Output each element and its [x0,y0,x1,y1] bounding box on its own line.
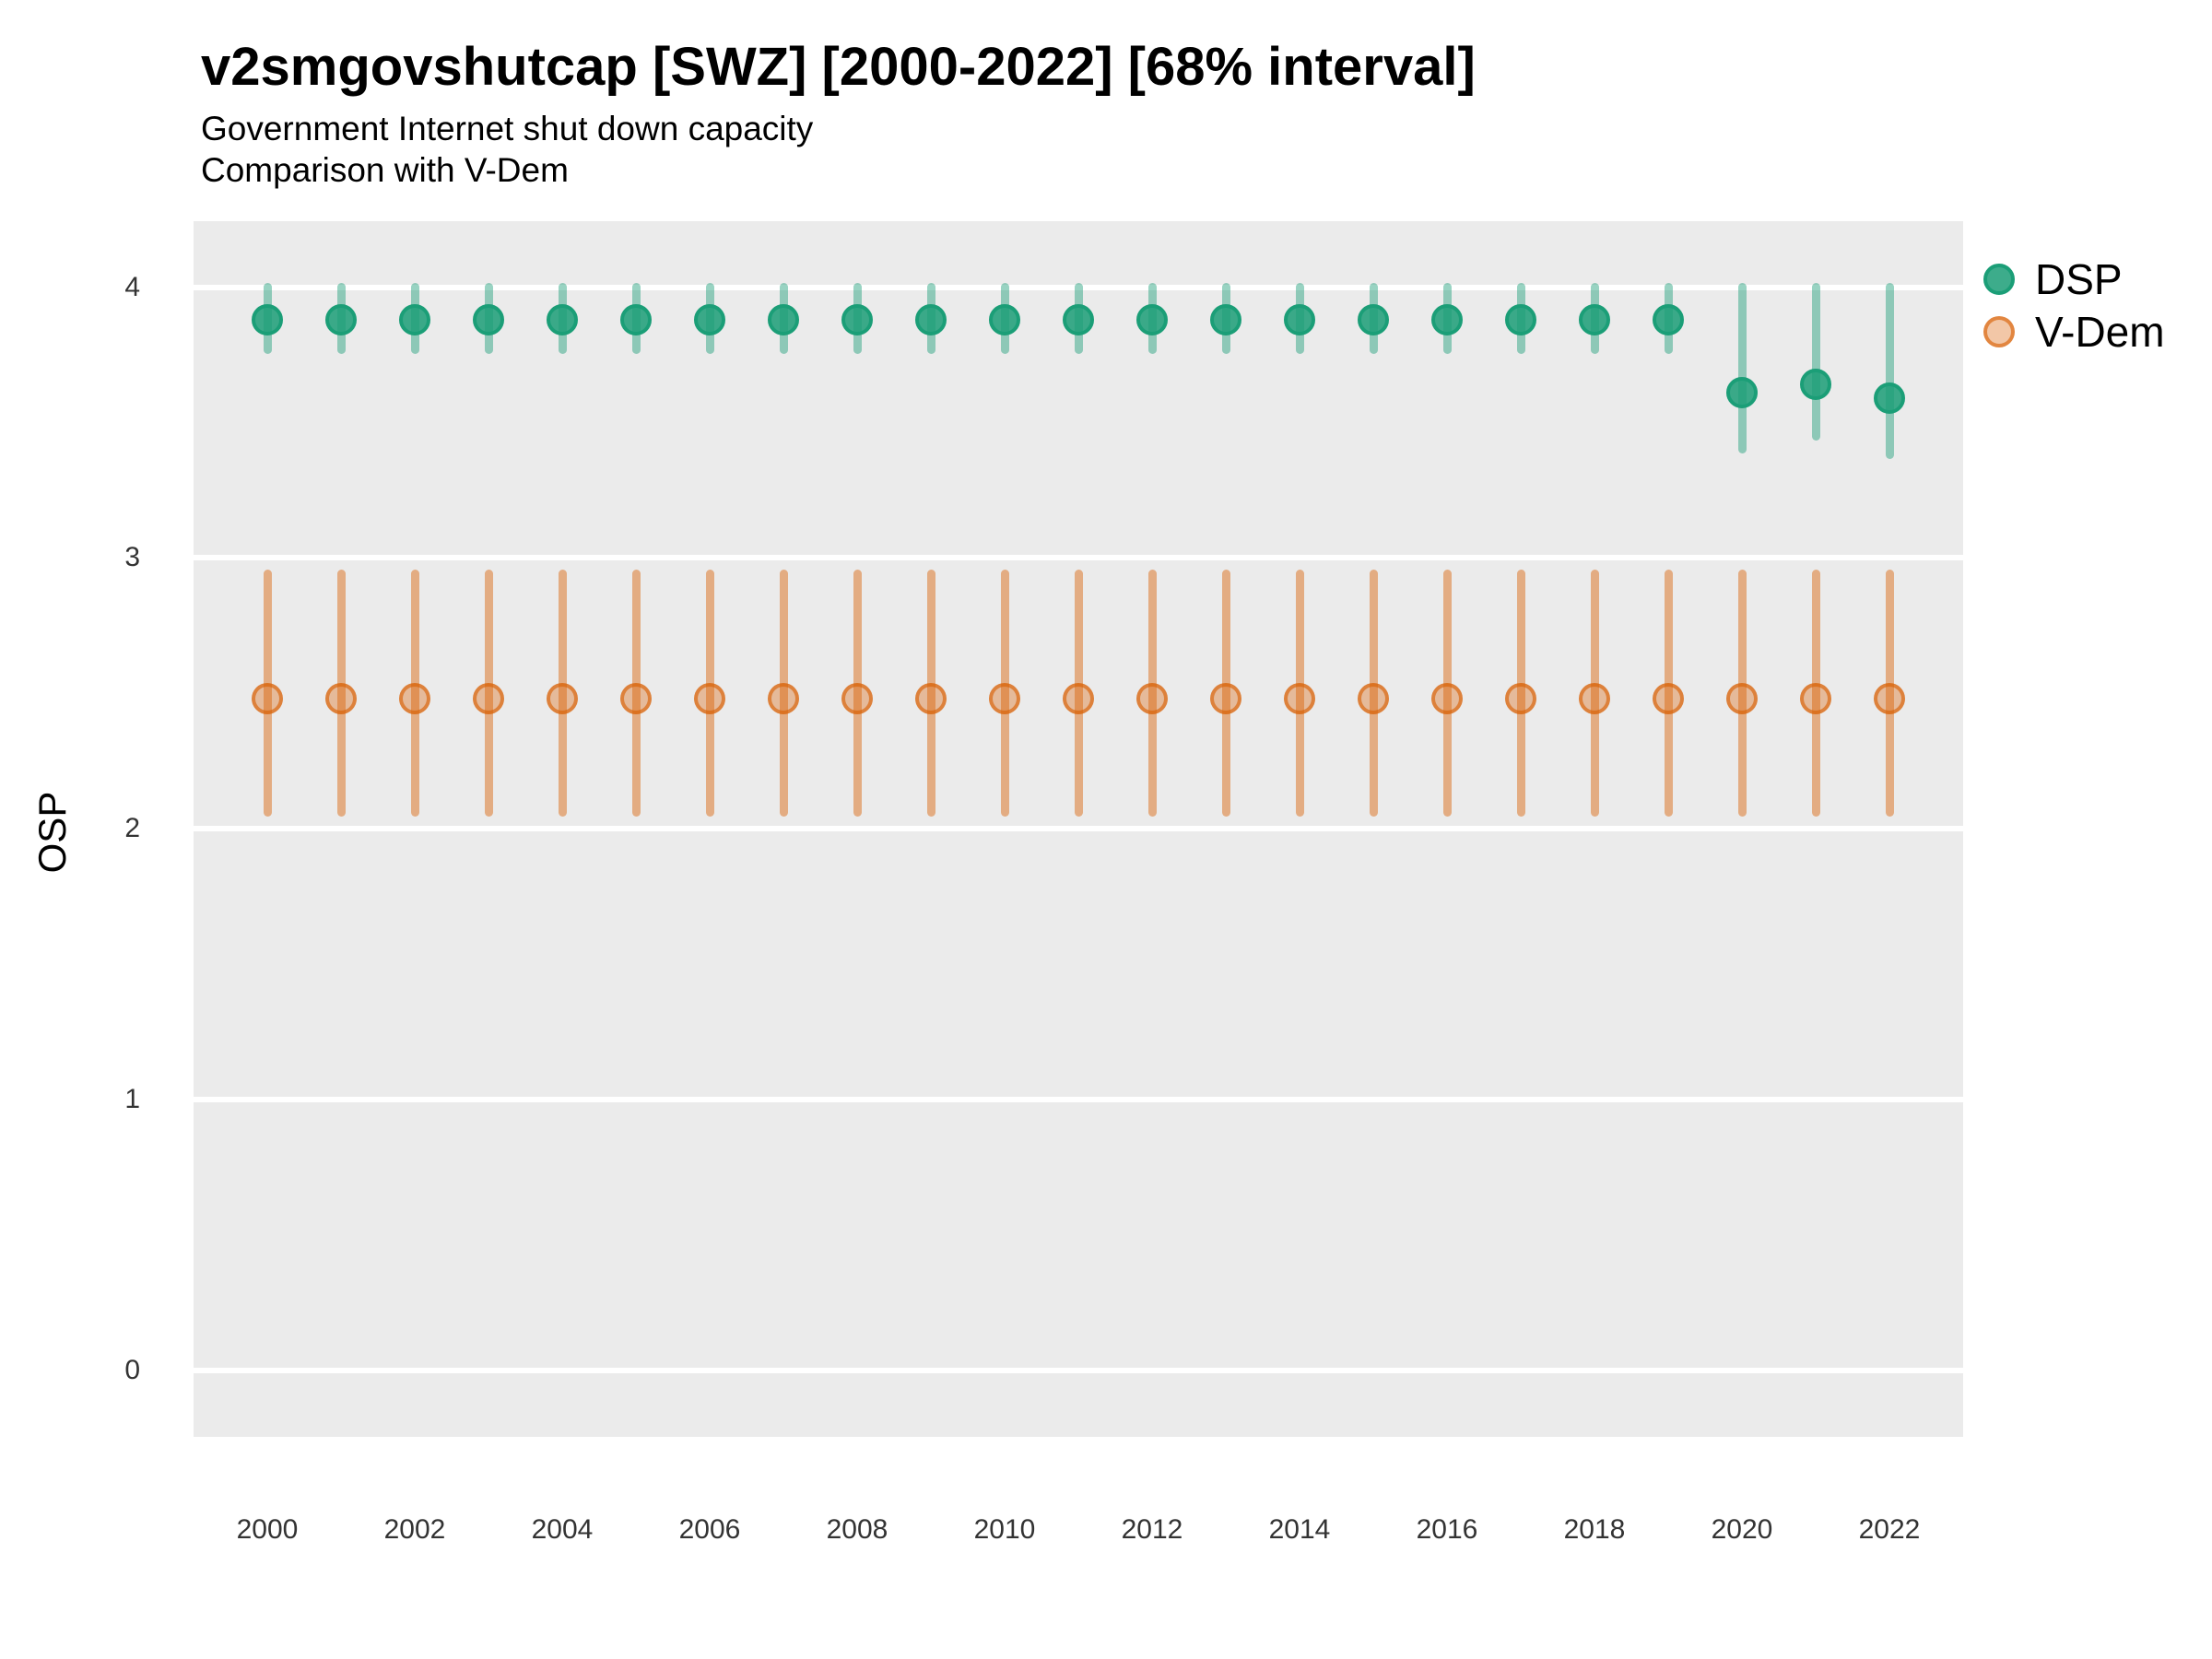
x-tick-label-2008: 2008 [826,1514,888,1545]
v-dem-point-2020 [1726,683,1758,714]
chart-subtitle-line2: Comparison with V-Dem [201,151,569,189]
plot-panel [194,221,1963,1437]
x-tick-label-2000: 2000 [236,1514,299,1545]
dsp-point-2004 [547,303,578,335]
v-dem-point-2001 [325,683,357,714]
dsp-point-2020 [1726,377,1758,409]
dsp-point-2002 [399,303,430,335]
dsp-point-2006 [694,303,725,335]
x-tick-label-2016: 2016 [1416,1514,1478,1545]
dsp-point-2019 [1653,303,1684,335]
v-dem-point-2015 [1358,683,1389,714]
chart-subtitle-line1: Government Internet shut down capacity [201,110,814,147]
gridline-y-2 [194,826,1963,831]
x-tick-label-2002: 2002 [383,1514,446,1545]
y-tick-label-4: 4 [124,271,140,302]
v-dem-point-2012 [1136,683,1168,714]
legend-label-v-dem: V-Dem [2035,307,2165,356]
y-tick-label-1: 1 [124,1083,140,1114]
x-tick-label-2020: 2020 [1711,1514,1773,1545]
dsp-point-2012 [1136,303,1168,335]
x-tick-label-2018: 2018 [1563,1514,1626,1545]
dsp-point-2001 [325,303,357,335]
y-tick-label-2: 2 [124,813,140,843]
v-dem-point-2014 [1284,683,1315,714]
v-dem-point-2000 [252,683,283,714]
dsp-point-2010 [989,303,1020,335]
v-dem-point-2008 [841,683,873,714]
v-dem-point-2011 [1063,683,1094,714]
legend-item-v-dem: V-Dem [1983,305,2165,358]
gridline-y-0 [194,1367,1963,1373]
v-dem-point-2005 [620,683,652,714]
dsp-point-2022 [1874,382,1905,414]
v-dem-point-2018 [1579,683,1610,714]
v-dem-point-2003 [473,683,504,714]
dsp-interval-2022 [1885,283,1894,460]
gridline-y-3 [194,555,1963,561]
x-tick-label-2006: 2006 [678,1514,741,1545]
dsp-point-2014 [1284,303,1315,335]
legend-key-dsp-icon [1983,263,2015,295]
legend-label-dsp: DSP [2035,254,2123,303]
v-dem-point-2017 [1505,683,1536,714]
dsp-interval-2021 [1811,283,1820,441]
y-tick-label-3: 3 [124,542,140,573]
dsp-point-2013 [1210,303,1241,335]
v-dem-point-2007 [768,683,799,714]
legend-item-dsp: DSP [1983,253,2165,305]
v-dem-point-2002 [399,683,430,714]
gridline-y-1 [194,1096,1963,1102]
gridline-y-4 [194,284,1963,290]
y-tick-label-0: 0 [124,1354,140,1385]
dsp-point-2003 [473,303,504,335]
x-tick-label-2022: 2022 [1858,1514,1921,1545]
dsp-point-2017 [1505,303,1536,335]
v-dem-point-2004 [547,683,578,714]
v-dem-point-2009 [915,683,947,714]
dsp-point-2015 [1358,303,1389,335]
dsp-point-2011 [1063,303,1094,335]
dsp-point-2000 [252,303,283,335]
v-dem-point-2013 [1210,683,1241,714]
dsp-point-2005 [620,303,652,335]
dsp-point-2008 [841,303,873,335]
dsp-point-2021 [1800,369,1831,401]
legend-key-v-dem-icon [1983,315,2015,347]
dsp-point-2018 [1579,303,1610,335]
v-dem-point-2006 [694,683,725,714]
v-dem-point-2010 [989,683,1020,714]
v-dem-point-2019 [1653,683,1684,714]
dsp-point-2009 [915,303,947,335]
x-tick-label-2012: 2012 [1121,1514,1183,1545]
v-dem-point-2022 [1874,683,1905,714]
v-dem-point-2021 [1800,683,1831,714]
x-tick-label-2014: 2014 [1268,1514,1331,1545]
dsp-interval-2020 [1737,283,1747,454]
x-tick-label-2004: 2004 [531,1514,594,1545]
dsp-point-2007 [768,303,799,335]
dsp-point-2016 [1431,303,1463,335]
x-tick-label-2010: 2010 [973,1514,1036,1545]
chart-title: v2smgovshutcap [SWZ] [2000-2022] [68% in… [201,37,1476,97]
legend: DSP V-Dem [1983,253,2165,358]
v-dem-point-2016 [1431,683,1463,714]
